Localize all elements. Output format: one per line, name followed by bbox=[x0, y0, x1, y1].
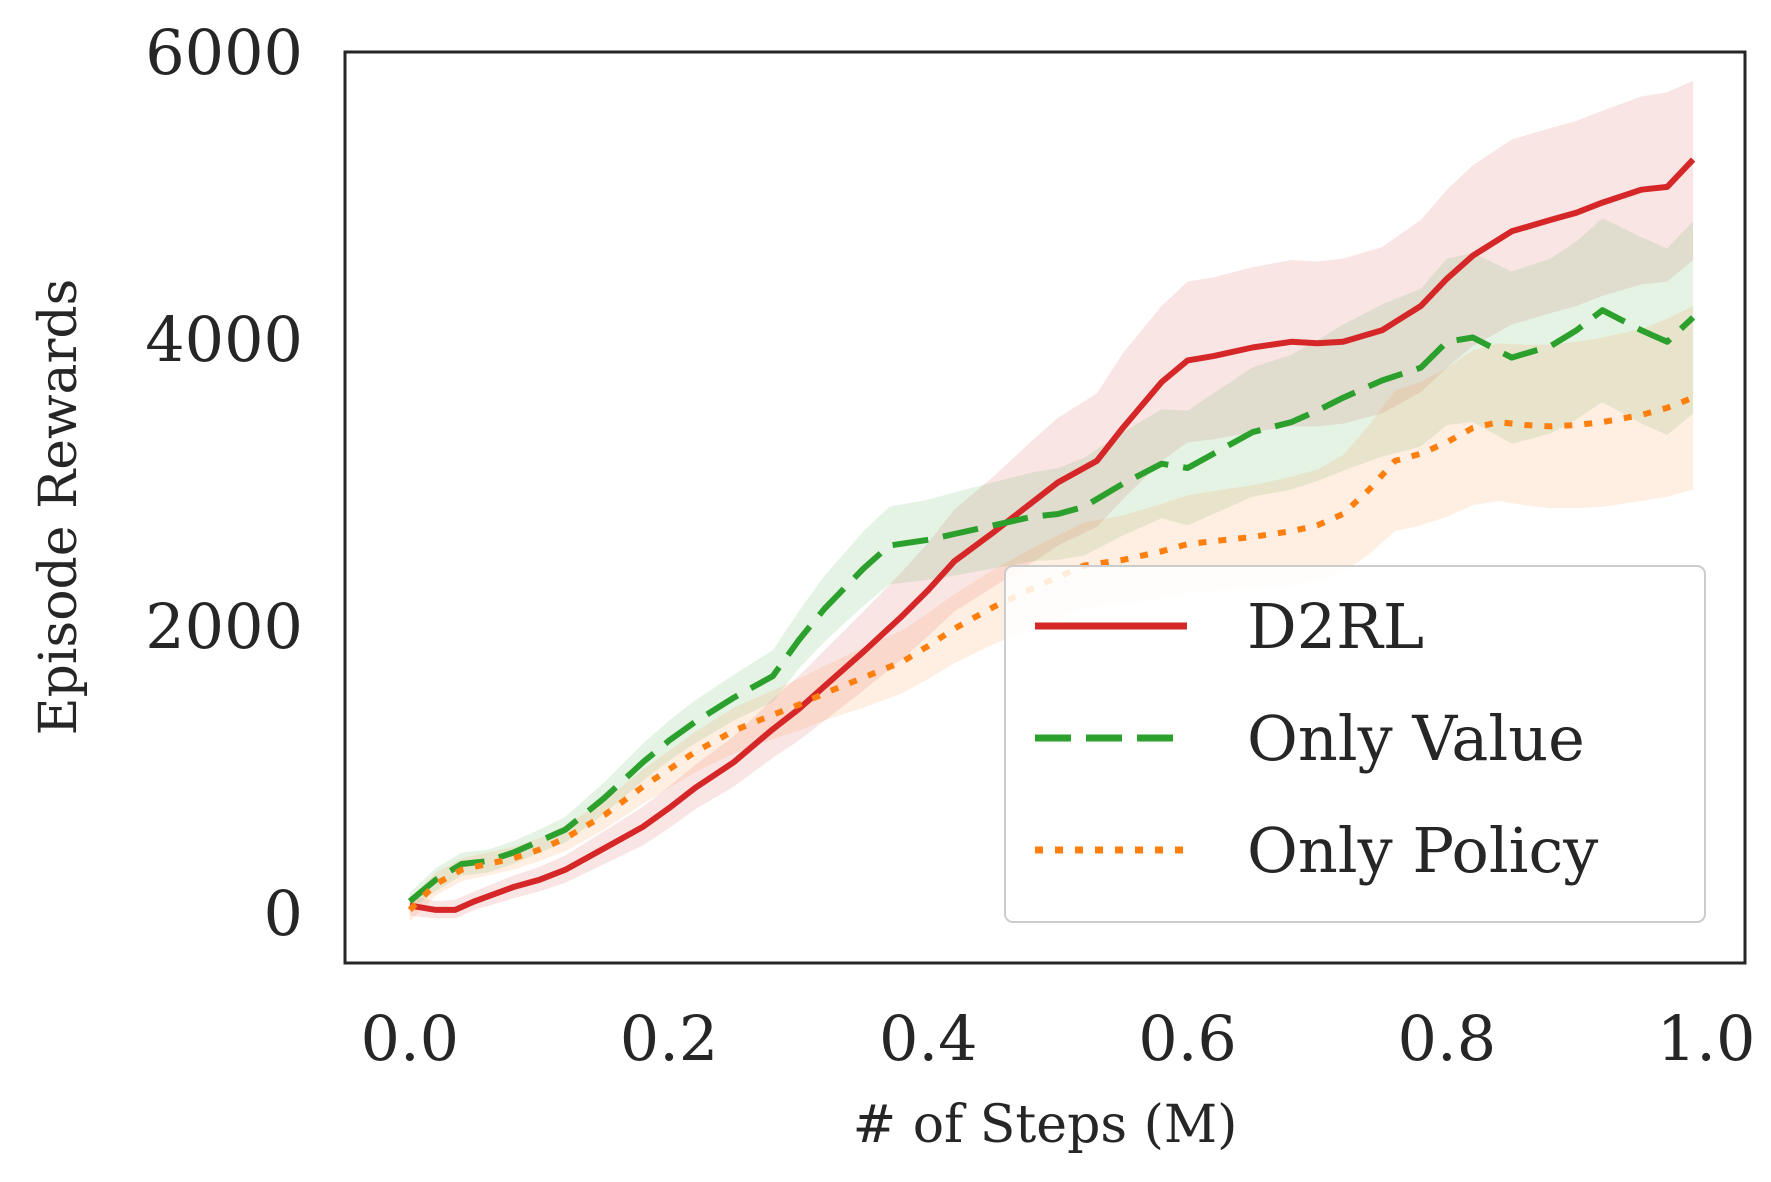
x-tick-label: 0.4 bbox=[879, 1002, 978, 1075]
x-axis-label: # of Steps (M) bbox=[853, 1095, 1238, 1155]
y-axis-ticks: 0 2000 4000 6000 bbox=[145, 16, 303, 950]
legend-label-only-policy: Only Policy bbox=[1247, 814, 1598, 887]
x-axis-ticks: 0.0 0.2 0.4 0.6 0.8 1.0 bbox=[361, 1002, 1756, 1075]
x-tick-label: 0.0 bbox=[361, 1002, 460, 1075]
y-tick-label: 2000 bbox=[145, 590, 303, 663]
legend-frame bbox=[1004, 565, 1706, 923]
y-axis-label: Episode Rewards bbox=[29, 279, 89, 736]
legend: D2RL Only Value Only Policy bbox=[1004, 565, 1706, 923]
legend-label-d2rl: D2RL bbox=[1247, 590, 1424, 663]
series-line-only-value bbox=[407, 307, 1696, 904]
x-tick-label: 0.6 bbox=[1138, 1002, 1237, 1075]
series-lines bbox=[407, 157, 1696, 913]
plot-frame bbox=[343, 50, 1747, 965]
x-tick-label: 0.8 bbox=[1398, 1002, 1497, 1075]
band-d2rl bbox=[409, 80, 1694, 919]
legend-label-only-value: Only Value bbox=[1247, 702, 1585, 775]
band-only-value bbox=[409, 218, 1694, 910]
series-line-d2rl bbox=[409, 157, 1696, 913]
y-tick-label: 6000 bbox=[145, 16, 303, 89]
y-tick-label: 0 bbox=[264, 877, 303, 950]
x-tick-label: 0.2 bbox=[620, 1002, 719, 1075]
y-tick-label: 4000 bbox=[145, 303, 303, 376]
x-tick-label: 1.0 bbox=[1657, 1002, 1756, 1075]
